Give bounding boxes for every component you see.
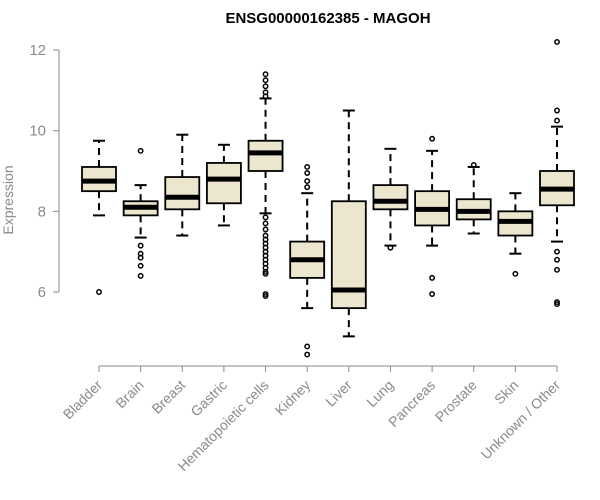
outlier-point — [262, 71, 269, 78]
outlier-point — [304, 343, 311, 350]
y-tick-label: 12 — [29, 42, 46, 59]
box-group — [289, 164, 326, 358]
chart-title: ENSG00000162385 - MAGOH — [225, 10, 430, 27]
box-group — [81, 139, 117, 295]
outlier-point — [554, 301, 560, 308]
outlier-point — [96, 289, 102, 295]
box-group — [414, 135, 450, 297]
category-label: Liver — [322, 377, 355, 410]
category-label: Skin — [491, 377, 522, 408]
y-tick-label: 6 — [38, 284, 46, 301]
box-iqr — [206, 162, 242, 205]
category-label: Lung — [363, 377, 396, 410]
outlier-point — [554, 38, 560, 45]
outlier-point — [554, 256, 560, 263]
outlier-point — [262, 293, 269, 299]
category-label: Breast — [148, 377, 188, 417]
category-label: Prostate — [432, 377, 480, 425]
outlier-point — [304, 351, 311, 358]
outlier-point — [262, 291, 269, 297]
outlier-point — [470, 162, 477, 168]
outlier-point — [262, 270, 269, 277]
outlier-point — [304, 170, 311, 176]
box-group — [247, 71, 284, 299]
outlier-point — [262, 93, 269, 100]
outlier-point — [554, 248, 560, 255]
outlier-point — [554, 299, 560, 306]
box-group — [497, 192, 534, 277]
outlier-point — [262, 214, 269, 221]
outlier-point — [554, 117, 560, 124]
box-group — [372, 147, 409, 251]
y-tick-label: 8 — [38, 203, 46, 220]
box-group — [330, 109, 367, 338]
outlier-point — [429, 291, 436, 297]
category-label: Brain — [112, 377, 146, 411]
outlier-point — [304, 178, 311, 185]
outlier-point — [262, 83, 269, 90]
box-group — [539, 38, 575, 308]
outlier-point — [262, 268, 269, 275]
outlier-point — [387, 244, 394, 251]
boxes-layer — [81, 38, 575, 358]
outlier-point — [304, 184, 311, 191]
outlier-point — [262, 77, 269, 84]
outlier-point — [262, 226, 269, 233]
box-iqr — [372, 184, 409, 211]
category-label: Kidney — [272, 377, 314, 419]
outlier-point — [137, 262, 144, 269]
box-iqr — [164, 176, 201, 211]
outlier-point — [304, 164, 311, 170]
y-tick-label: 10 — [29, 123, 46, 140]
box-group — [122, 147, 159, 279]
outlier-point — [137, 254, 144, 261]
outlier-point — [137, 272, 144, 279]
outlier-point — [262, 220, 269, 227]
outlier-point — [137, 147, 144, 154]
outlier-point — [429, 274, 436, 281]
outlier-point — [512, 270, 519, 277]
category-label: Unknown / Other — [478, 377, 564, 463]
y-axis-label: Expression — [0, 165, 16, 234]
outlier-point — [554, 266, 560, 273]
box-iqr — [247, 139, 284, 172]
axes: 6 8 10 12 — [29, 42, 558, 372]
box-group — [164, 133, 201, 237]
category-label: Bladder — [60, 377, 106, 423]
outlier-point — [137, 242, 144, 249]
box-group — [455, 162, 492, 235]
box-group — [206, 143, 242, 227]
outlier-point — [429, 135, 436, 142]
outlier-point — [554, 107, 560, 114]
